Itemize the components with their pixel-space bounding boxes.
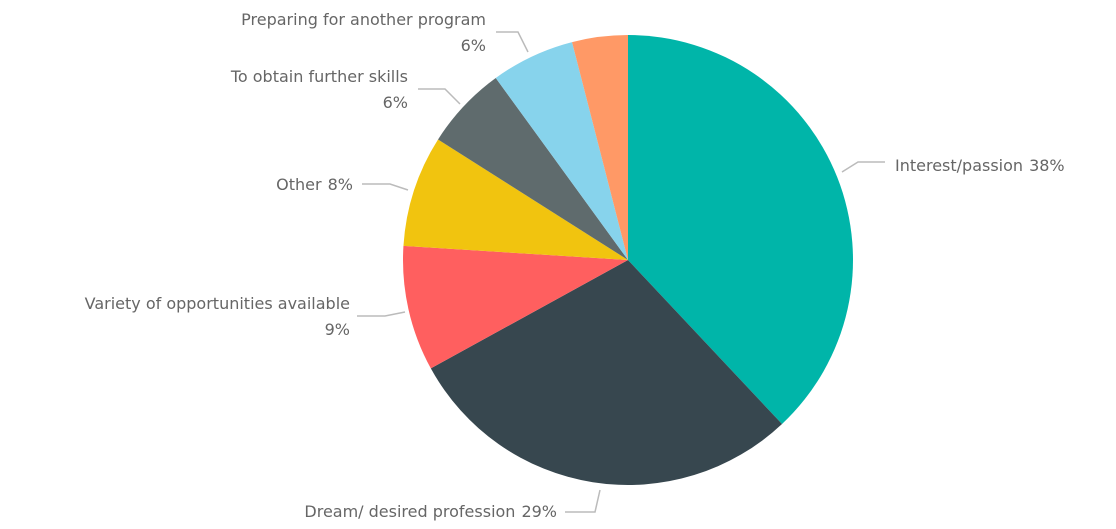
slice-label: Dream/ desired profession 29% <box>304 502 557 521</box>
slice-label: Other 8% <box>276 175 353 194</box>
leader-line <box>357 311 406 317</box>
pie-slice <box>572 35 628 260</box>
leader-line <box>362 183 409 191</box>
pie-slice <box>628 35 853 425</box>
leader-line <box>418 88 461 105</box>
pie-slice <box>403 139 628 260</box>
label-category: Other <box>276 175 322 194</box>
label-category: Preparing for another program <box>241 10 486 29</box>
label-value: 6% <box>461 36 486 55</box>
pie-slice <box>438 77 628 260</box>
leader-line <box>841 161 885 173</box>
pie-slice <box>430 260 783 485</box>
label-category: To obtain further skills <box>230 67 408 86</box>
label-value: 29% <box>521 502 557 521</box>
label-category: Dream/ desired profession <box>304 502 515 521</box>
label-value: 6% <box>383 93 408 112</box>
pie-slice <box>495 42 628 261</box>
slice-label: Preparing for another program 6% <box>241 10 486 55</box>
slice-label: To obtain further skills 6% <box>230 67 408 112</box>
slice-label: Interest/passion 38% <box>895 156 1065 175</box>
label-category: Interest/passion <box>895 156 1023 175</box>
leader-line <box>496 31 529 53</box>
leader-line <box>565 489 601 513</box>
label-value: 38% <box>1029 156 1065 175</box>
pie-slice <box>403 245 628 369</box>
label-category: Variety of opportunities available <box>85 294 350 313</box>
label-value: 8% <box>328 175 353 194</box>
label-value: 9% <box>325 320 350 339</box>
slice-label: Variety of opportunities available 9% <box>85 294 350 339</box>
